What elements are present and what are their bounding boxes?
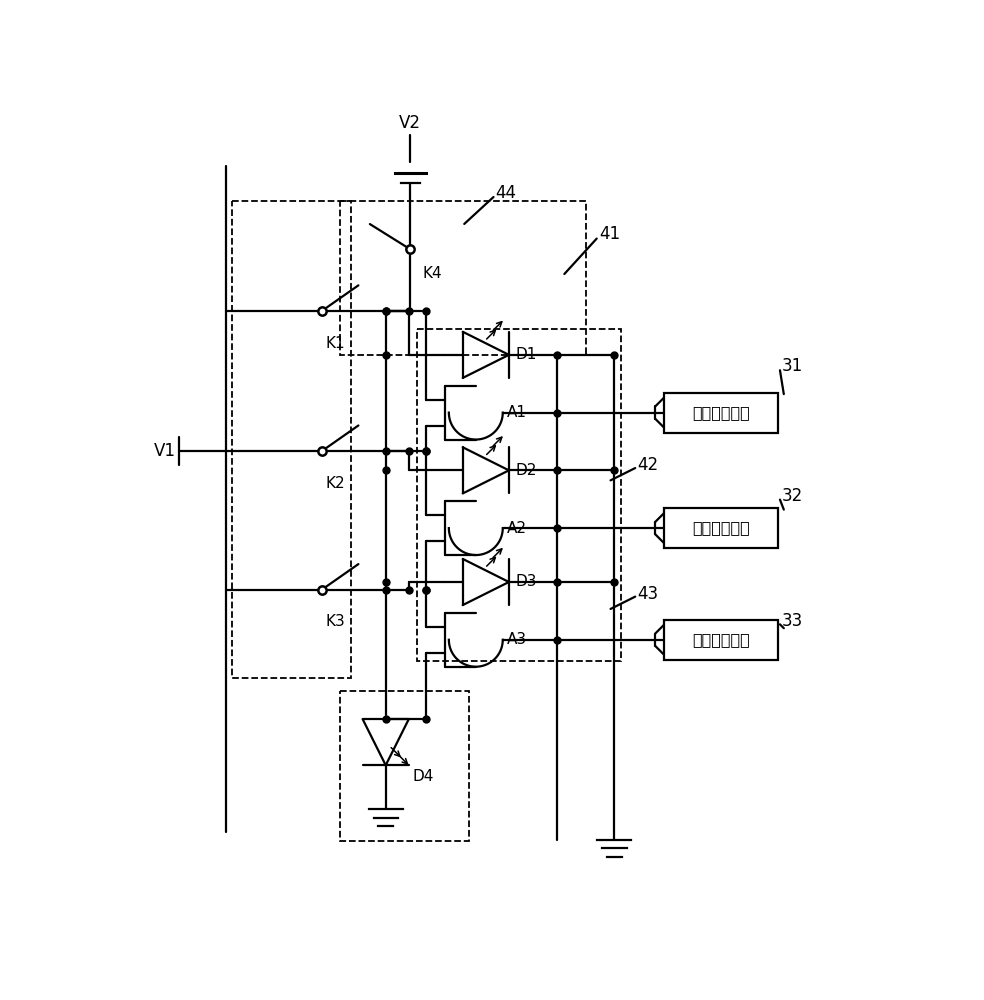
Text: D3: D3: [515, 574, 536, 589]
Text: 33: 33: [781, 611, 803, 630]
Bar: [416, 329, 621, 661]
Bar: [231, 201, 351, 678]
Text: 43: 43: [638, 585, 658, 603]
Text: D1: D1: [515, 347, 536, 362]
Text: 41: 41: [599, 225, 620, 243]
Text: V1: V1: [154, 442, 176, 460]
Text: 发送第一单元: 发送第一单元: [693, 405, 751, 420]
Text: A3: A3: [507, 632, 526, 647]
Text: 44: 44: [495, 184, 516, 202]
Text: D4: D4: [412, 769, 434, 784]
Text: 31: 31: [781, 357, 803, 375]
Bar: [664, 508, 778, 548]
Text: K1: K1: [326, 336, 345, 351]
Text: D2: D2: [515, 463, 536, 478]
Bar: [339, 691, 469, 841]
Bar: [339, 201, 585, 355]
Text: K3: K3: [326, 614, 345, 629]
Text: 发送第二单元: 发送第二单元: [693, 521, 751, 536]
Text: 42: 42: [638, 456, 658, 474]
Text: 发送第三单元: 发送第三单元: [693, 632, 751, 647]
Text: V2: V2: [400, 114, 421, 132]
Bar: [664, 620, 778, 660]
Text: A1: A1: [507, 405, 526, 420]
Bar: [664, 393, 778, 433]
Text: 32: 32: [781, 487, 803, 505]
Text: A2: A2: [507, 521, 526, 536]
Text: K4: K4: [423, 266, 442, 281]
Text: K2: K2: [326, 476, 345, 491]
